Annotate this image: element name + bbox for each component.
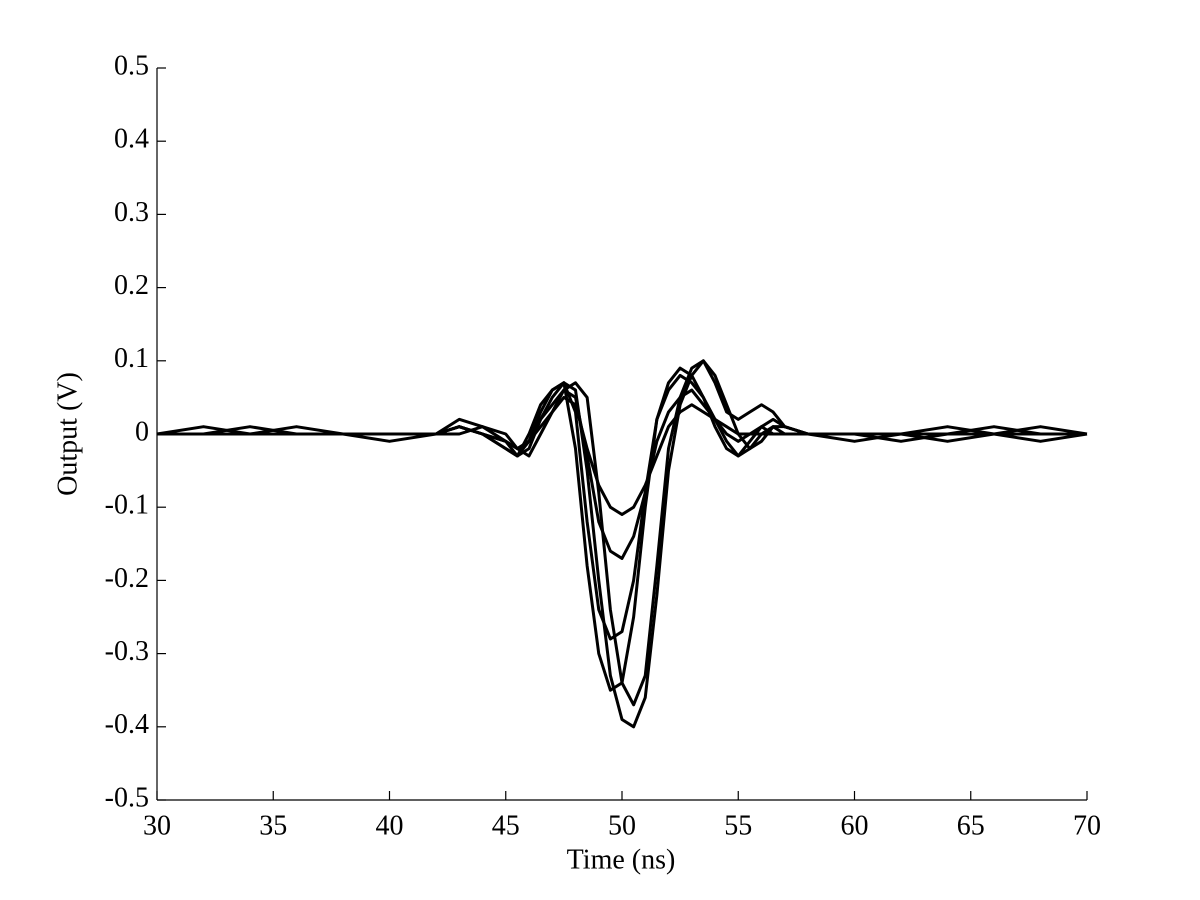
x-tick-label: 40 [376,810,404,841]
y-tick-label: 0.3 [114,197,149,228]
x-tick-label: 50 [608,810,636,841]
y-axis-label: Output (V) [52,372,83,496]
y-tick-label: -0.3 [105,636,149,667]
x-tick-label: 35 [259,810,287,841]
x-tick-label: 30 [143,810,171,841]
waveform-line [157,388,1087,560]
y-tick-label: 0 [135,416,149,447]
y-tick-label: 0.5 [114,50,149,81]
x-tick-label: 65 [957,810,985,841]
y-tick-label: 0.4 [114,124,149,155]
waveform-line [157,366,1088,641]
y-tick-label: -0.5 [105,782,149,813]
y-tick-label: -0.1 [105,490,149,521]
y-tick-label: 0.2 [114,270,149,301]
y-tick-label: 0.1 [114,343,149,374]
y-tick-label: -0.4 [105,709,149,740]
x-tick-label: 55 [724,810,752,841]
x-tick-label: 60 [841,810,869,841]
x-tick-label: 45 [492,810,520,841]
x-tick-label: 70 [1073,810,1101,841]
x-axis-label: Time (ns) [567,844,676,875]
y-tick-label: -0.2 [105,563,149,594]
